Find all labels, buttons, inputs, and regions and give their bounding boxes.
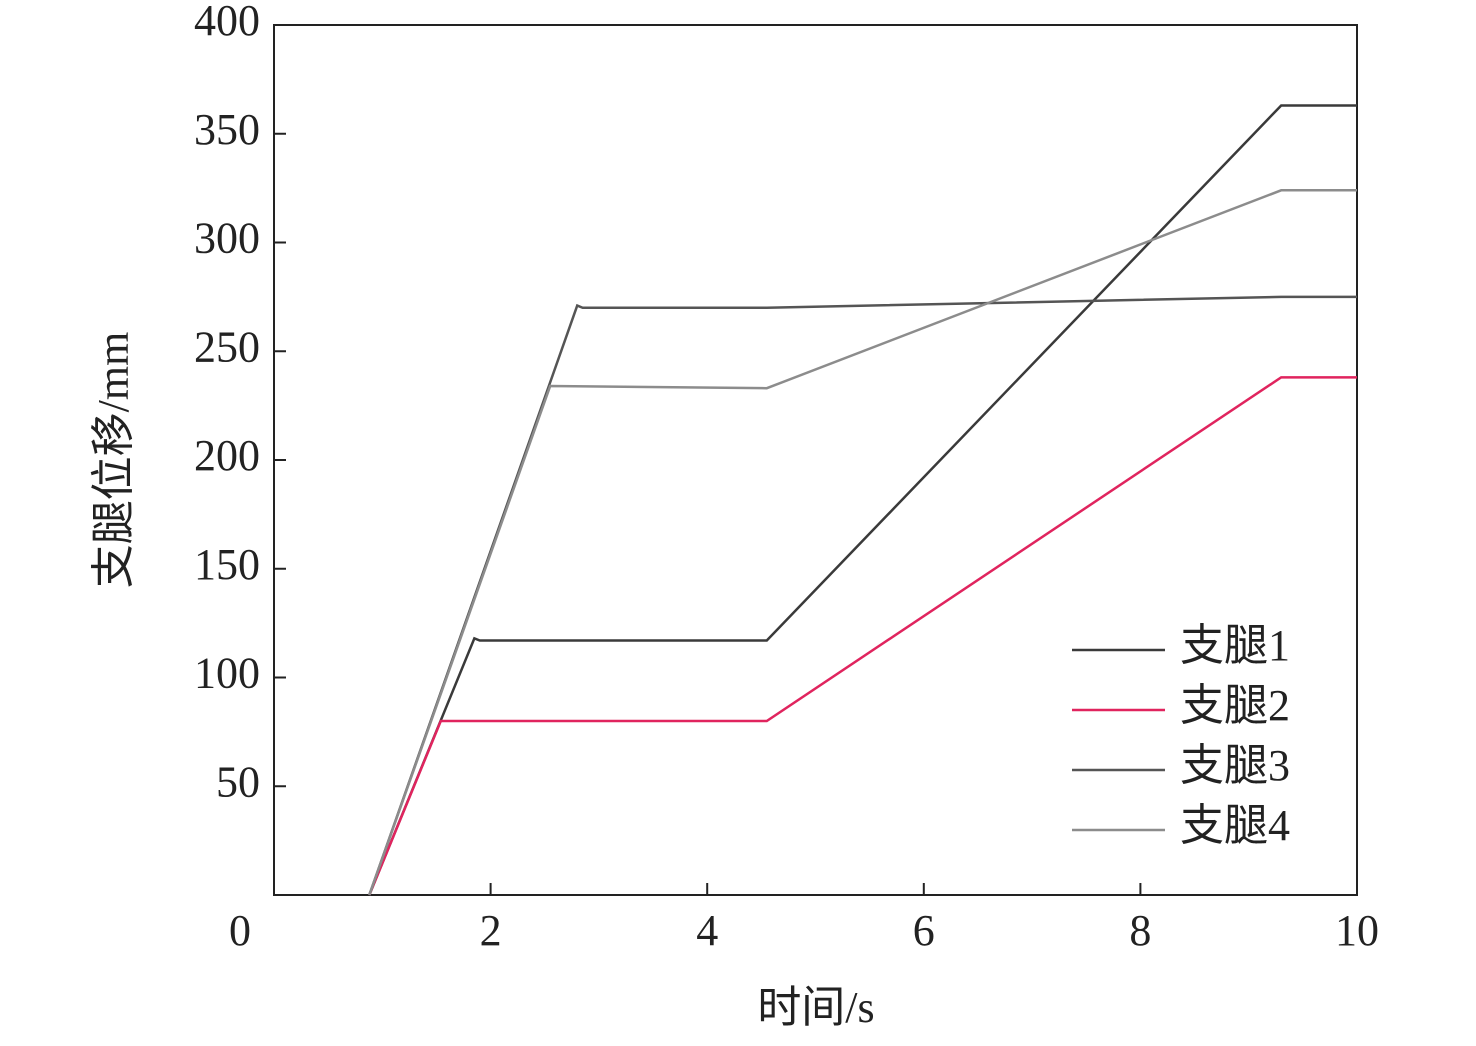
y-tick-label: 400 (194, 0, 260, 45)
y-tick-label: 350 (194, 105, 260, 154)
y-tick-label: 250 (194, 322, 260, 371)
legend-label: 支腿1 (1180, 621, 1290, 670)
x-tick-label: 6 (913, 906, 935, 955)
x-tick-label: 8 (1129, 906, 1151, 955)
legend-label: 支腿2 (1180, 681, 1290, 730)
legend-label: 支腿3 (1180, 741, 1290, 790)
data-line (368, 104, 1357, 896)
x-tick-label: 2 (480, 906, 502, 955)
x-tick-label: 0 (229, 906, 251, 955)
data-line (368, 189, 1357, 896)
x-tick-label: 10 (1335, 906, 1379, 955)
legend-label: 支腿4 (1180, 801, 1290, 850)
y-tick-label: 50 (216, 757, 260, 806)
y-tick-label: 300 (194, 214, 260, 263)
y-tick-label: 100 (194, 649, 260, 698)
x-axis-label: 时间/s (757, 983, 874, 1032)
y-tick-label: 200 (194, 431, 260, 480)
data-line (368, 376, 1357, 896)
y-axis-label: 支腿位移/mm (89, 332, 138, 589)
y-tick-label: 150 (194, 540, 260, 589)
x-tick-label: 4 (696, 906, 718, 955)
